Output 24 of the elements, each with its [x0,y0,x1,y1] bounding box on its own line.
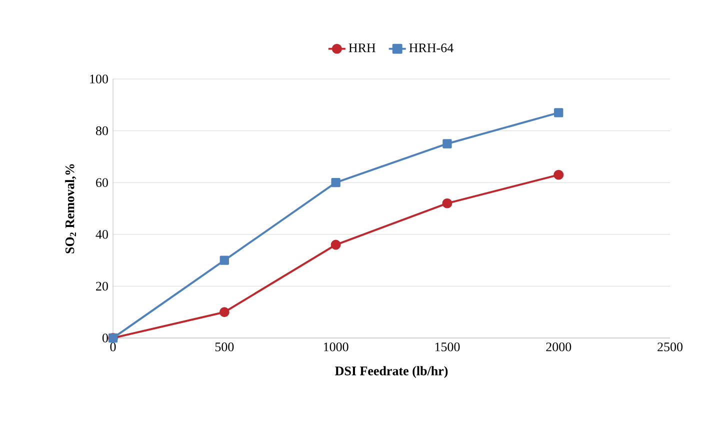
point [554,170,564,180]
y-axis-title: SO$_{2}$ Removal,% [65,164,76,254]
y-tick-label: 0 [102,334,108,342]
y-tick-label: 80 [96,126,108,136]
x-axis-title: DSI Feedrate (lb/hr) [335,366,448,378]
point [442,139,452,148]
point [554,108,564,118]
x-tick-label: 2000 [546,342,572,352]
point [219,307,230,318]
legend-label: HRH-64 [409,44,454,52]
y-tick-label: 40 [96,230,108,239]
point [331,178,340,188]
x-tick-label: 2500 [658,342,683,352]
y-tick-label: 20 [96,282,108,291]
x-tick-label: 500 [215,342,234,352]
x-tick-label: 0 [110,342,116,352]
point [330,240,341,250]
y-tick-label: 60 [96,178,108,187]
point [220,256,229,265]
point [442,198,452,208]
x-tick-label: 1000 [324,342,348,352]
legend-label: HRH [348,44,376,52]
y-tick-label: 100 [90,74,108,84]
x-tick-label: 1500 [435,342,460,352]
